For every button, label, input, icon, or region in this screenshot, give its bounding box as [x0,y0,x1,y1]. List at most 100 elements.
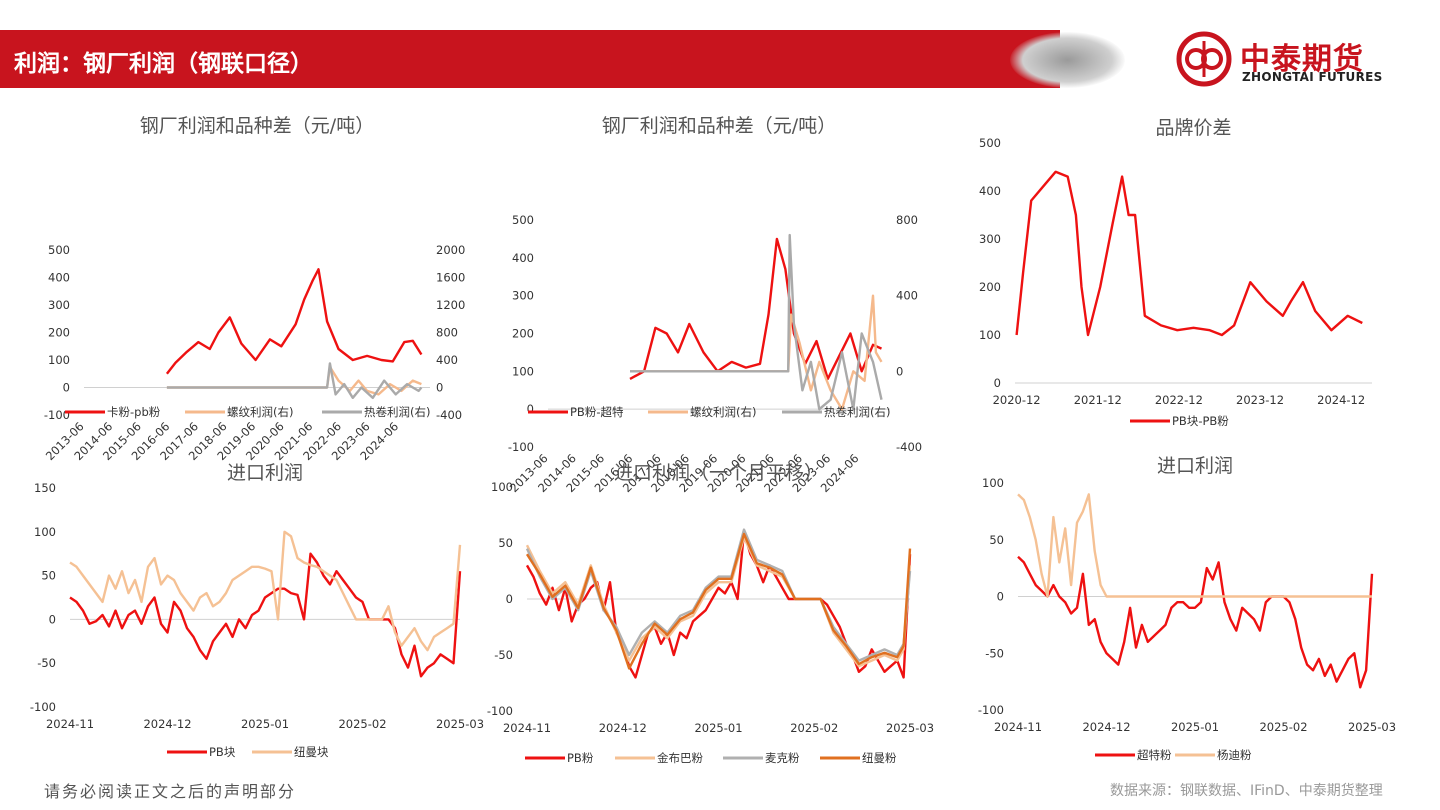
chart-steel-profit-2: 钢厂利润和品种差（元/吨） -100 0 100 200 300 400 500 -400 0 40… [480,100,960,495]
y-tick-right: 0 [436,381,443,395]
y-tick-left: 200 [512,327,534,341]
series-line-0 [629,237,882,381]
legend-label: PB块 [209,745,236,759]
company-logo-icon [1176,31,1232,91]
y-tick-left: 100 [48,353,70,367]
chart-import-profit-shifted: 进口利润（一个月平移） -100 -50 0 50 100 2024-11 2024-12 20… [480,445,960,770]
chart-title: 钢厂利润和品种差（元/吨） [602,115,836,137]
y-tick-left: 200 [48,326,70,340]
legend-label: 热卷利润(右) [824,405,890,419]
series-line-3 [525,532,912,670]
series-line-0 [165,268,423,375]
y-tick-right: 2000 [436,243,465,257]
x-tick: 2024-11 [503,721,551,735]
y-tick-left: -100 [44,408,70,422]
series-line-0 [1017,555,1374,689]
y-tick-left: -50 [494,648,513,662]
y-tick-left: 0 [506,592,513,606]
y-tick-left: 100 [979,328,1001,342]
y-tick-left: 50 [989,533,1004,547]
header-bar [0,30,1060,88]
series-line-1 [525,536,912,668]
y-tick-left: 300 [979,232,1001,246]
series-line-1 [69,530,462,652]
x-tick: 2024-11 [994,720,1042,734]
y-tick-left: 200 [979,280,1001,294]
x-tick: 2023-12 [1236,393,1284,407]
y-tick-left: -50 [37,656,56,670]
chart-import-profit-lump: 进口利润 -100 -50 0 50 100 150 2024-11 2024-12 2025-0… [0,445,484,770]
legend-label: PB块-PB粉 [1172,414,1229,428]
y-tick-left: 0 [49,612,56,626]
series-line-0 [1015,170,1363,337]
y-tick-right: 1200 [436,298,465,312]
chart-title: 进口利润 [227,462,303,484]
x-tick: 2025-02 [790,721,838,735]
series-line-0 [69,552,462,678]
legend-label: 纽曼粉 [862,751,897,765]
legend-label: 超特粉 [1137,748,1172,762]
y-tick-left: 400 [979,184,1001,198]
x-tick: 2021-12 [1074,393,1122,407]
y-tick-left: -50 [985,646,1004,660]
x-tick: 2024-12 [1082,720,1130,734]
chart-title: 钢厂利润和品种差（元/吨） [140,115,374,137]
legend-label: 热卷利润(右) [364,405,430,419]
y-tick-left: 0 [527,402,534,416]
x-tick: 2022-12 [1155,393,1203,407]
y-tick-left: 400 [512,251,534,265]
legend-label: 卡粉-pb粉 [107,405,161,419]
y-tick-right: -400 [436,408,462,422]
footer-source: 数据来源：钢联数据、IFinD、中泰期货整理 [1110,783,1383,799]
x-tick: 2025-02 [1259,720,1307,734]
y-tick-left: -100 [487,704,513,718]
y-tick-left: 50 [498,536,513,550]
y-tick-left: 0 [994,376,1001,390]
y-tick-left: 500 [48,243,70,257]
x-tick: 2024-12 [1317,393,1365,407]
y-tick-left: 0 [997,590,1004,604]
y-tick-left: -100 [508,440,534,454]
series-line-2 [166,362,423,399]
series-line-1 [630,294,883,411]
x-tick: 2025-03 [1348,720,1396,734]
y-tick-right: -400 [896,440,922,454]
x-tick: 2024-12 [599,721,647,735]
logo-name-cn: 中泰期货 [1240,42,1364,77]
y-tick-left: -100 [30,700,56,714]
y-tick-left: 500 [979,136,1001,150]
y-tick-right: 1600 [436,271,465,285]
series-line-2 [525,528,912,662]
chart-title: 进口利润 [1157,455,1233,477]
y-tick-right: 800 [896,213,918,227]
footer-disclaimer: 请务必阅读正文之后的声明部分 [44,782,297,801]
y-tick-right: 400 [436,353,458,367]
y-tick-left: 100 [982,476,1004,490]
y-tick-left: 50 [41,569,56,583]
chart-steel-profit-1: 钢厂利润和品种差（元/吨） -100 0 100 200 300 400 500 -400 0 40… [0,100,480,463]
y-tick-left: -100 [978,703,1004,717]
y-tick-left: 150 [34,481,56,495]
series-line-2 [630,233,883,411]
x-tick: 2020-12 [993,393,1041,407]
chart-import-profit-fines: 进口利润 -100 -50 0 50 100 2024-11 2024-12 2025-01 20… [960,445,1440,770]
chart-brand-spread: 品牌价差 0 100 200 300 400 500 2020-12 2021-12 2022-1… [960,100,1440,430]
chart-title: 进口利润（一个月平移） [614,462,823,484]
legend-label: PB粉-超特 [570,405,624,419]
legend-label: 金布巴粉 [657,751,703,765]
legend-label: PB粉 [567,751,594,765]
y-tick-right: 0 [896,364,903,378]
header-bar-shadow [1010,32,1125,88]
y-tick-left: 100 [34,525,56,539]
y-tick-left: 400 [48,271,70,285]
y-tick-left: 500 [512,213,534,227]
x-tick: 2025-01 [1171,720,1219,734]
y-tick-left: 300 [48,298,70,312]
x-tick: 2025-02 [338,717,386,731]
y-tick-left: 100 [512,364,534,378]
legend-label: 麦克粉 [765,751,800,765]
legend-label: 螺纹利润(右) [227,405,293,419]
y-tick-right: 400 [896,289,918,303]
legend-label: 纽曼块 [294,745,329,759]
logo-name-en: ZHONGTAI FUTURES [1242,70,1383,84]
